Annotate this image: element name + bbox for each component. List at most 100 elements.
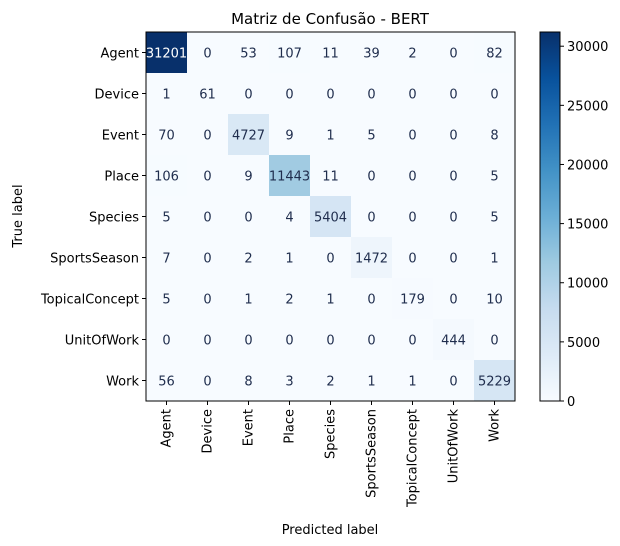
x-tick-label: Device — [201, 409, 216, 453]
matrix-cell — [269, 73, 311, 115]
matrix-cell — [187, 237, 229, 279]
matrix-cell — [269, 114, 311, 156]
matrix-cell-value: 0 — [490, 88, 498, 103]
matrix-cell-value: 0 — [408, 334, 416, 349]
matrix-cell — [269, 360, 311, 402]
matrix-cell-value: 2 — [244, 252, 252, 267]
colorbar — [539, 31, 561, 402]
matrix-cell-value: 5229 — [478, 375, 511, 390]
matrix-cell — [351, 155, 393, 197]
matrix-cell-value: 0 — [449, 252, 457, 267]
matrix-cell — [351, 114, 393, 156]
matrix-cell-value: 0 — [408, 129, 416, 144]
matrix-cell-value: 5 — [490, 211, 498, 226]
y-tick-label: Device — [95, 88, 139, 103]
x-tick-label: SportsSeason — [365, 409, 380, 498]
matrix-cell-value: 3 — [285, 375, 293, 390]
matrix-cell — [228, 73, 270, 115]
matrix-cell — [310, 237, 352, 279]
colorbar-tick-label: 10000 — [567, 277, 608, 292]
matrix-cell — [392, 278, 434, 320]
matrix-cell-value: 0 — [367, 211, 375, 226]
matrix-cell — [392, 114, 434, 156]
y-tick-label: Agent — [101, 47, 139, 62]
matrix-cell — [433, 155, 475, 197]
matrix-cell — [351, 360, 393, 402]
matrix-cell-value: 0 — [490, 334, 498, 349]
matrix-cell-value: 0 — [285, 334, 293, 349]
matrix-cell-value: 0 — [449, 375, 457, 390]
matrix-cell-value: 0 — [449, 170, 457, 185]
matrix-cell-value: 1 — [244, 293, 252, 308]
matrix-cell-value: 11 — [322, 47, 339, 62]
matrix-cell — [474, 360, 516, 402]
matrix-cell — [474, 237, 516, 279]
matrix-cell-value: 0 — [449, 293, 457, 308]
matrix-cell-value: 0 — [244, 211, 252, 226]
matrix-cell — [351, 237, 393, 279]
matrix-cell — [228, 32, 270, 74]
matrix-cell — [392, 360, 434, 402]
colorbar-ticks: 0 5000 10000 15000 20000 25000 30000 — [560, 40, 608, 410]
matrix-cell-value: 0 — [203, 170, 211, 185]
colorbar-tick-label: 25000 — [567, 99, 608, 114]
matrix-cell-value: 0 — [203, 211, 211, 226]
matrix-cell-value: 9 — [244, 170, 252, 185]
matrix-cell — [269, 278, 311, 320]
y-tick-label: Work — [106, 375, 139, 390]
matrix-cell — [187, 196, 229, 238]
matrix-cell — [433, 360, 475, 402]
matrix-cell-value: 1 — [408, 375, 416, 390]
matrix-cell-value: 0 — [367, 293, 375, 308]
matrix-cells — [146, 32, 516, 402]
matrix-cell — [474, 196, 516, 238]
matrix-cell — [187, 114, 229, 156]
matrix-cell-value: 1 — [326, 129, 334, 144]
matrix-cell — [310, 73, 352, 115]
matrix-cell — [146, 319, 188, 361]
matrix-cell — [187, 155, 229, 197]
chart-title: Matriz de Confusão - BERT — [231, 10, 430, 28]
matrix-cell-value: 9 — [285, 129, 293, 144]
matrix-cell-value: 0 — [326, 88, 334, 103]
matrix-cell-value: 5404 — [314, 211, 347, 226]
colorbar-tick-label: 30000 — [567, 40, 608, 55]
matrix-cell — [228, 319, 270, 361]
matrix-cell-value: 39 — [363, 47, 380, 62]
colorbar-tick-label: 0 — [567, 395, 575, 410]
plot-frame — [145, 31, 516, 402]
matrix-cell — [474, 114, 516, 156]
matrix-cell — [310, 319, 352, 361]
x-tick-label: Event — [242, 409, 257, 446]
matrix-cell — [146, 114, 188, 156]
colorbar-tick-label: 5000 — [567, 336, 600, 351]
matrix-cell-value: 56 — [158, 375, 175, 390]
matrix-cell-value: 0 — [203, 129, 211, 144]
matrix-cell — [146, 32, 188, 74]
matrix-cell — [269, 32, 311, 74]
matrix-cell-value: 0 — [203, 252, 211, 267]
x-tick-label: Place — [283, 409, 298, 444]
matrix-cell-value: 0 — [449, 129, 457, 144]
matrix-cell — [433, 114, 475, 156]
colorbar-tick-label: 20000 — [567, 158, 608, 173]
y-tick-label: SportsSeason — [50, 252, 139, 267]
matrix-cell-value: 53 — [240, 47, 257, 62]
matrix-cell-value: 70 — [158, 129, 175, 144]
matrix-cell-value: 82 — [486, 47, 503, 62]
matrix-cell-value: 2 — [326, 375, 334, 390]
matrix-cell — [146, 278, 188, 320]
matrix-cell — [228, 196, 270, 238]
matrix-cell — [310, 360, 352, 402]
matrix-cell-value: 4 — [285, 211, 293, 226]
matrix-cell-value: 106 — [154, 170, 179, 185]
matrix-cell — [187, 319, 229, 361]
matrix-cell-value: 0 — [162, 334, 170, 349]
matrix-cell-value: 11443 — [269, 170, 310, 185]
matrix-cell — [146, 73, 188, 115]
matrix-cell — [146, 237, 188, 279]
matrix-cell — [433, 319, 475, 361]
matrix-cell — [187, 73, 229, 115]
matrix-cell-value: 1 — [367, 375, 375, 390]
matrix-cell — [310, 155, 352, 197]
